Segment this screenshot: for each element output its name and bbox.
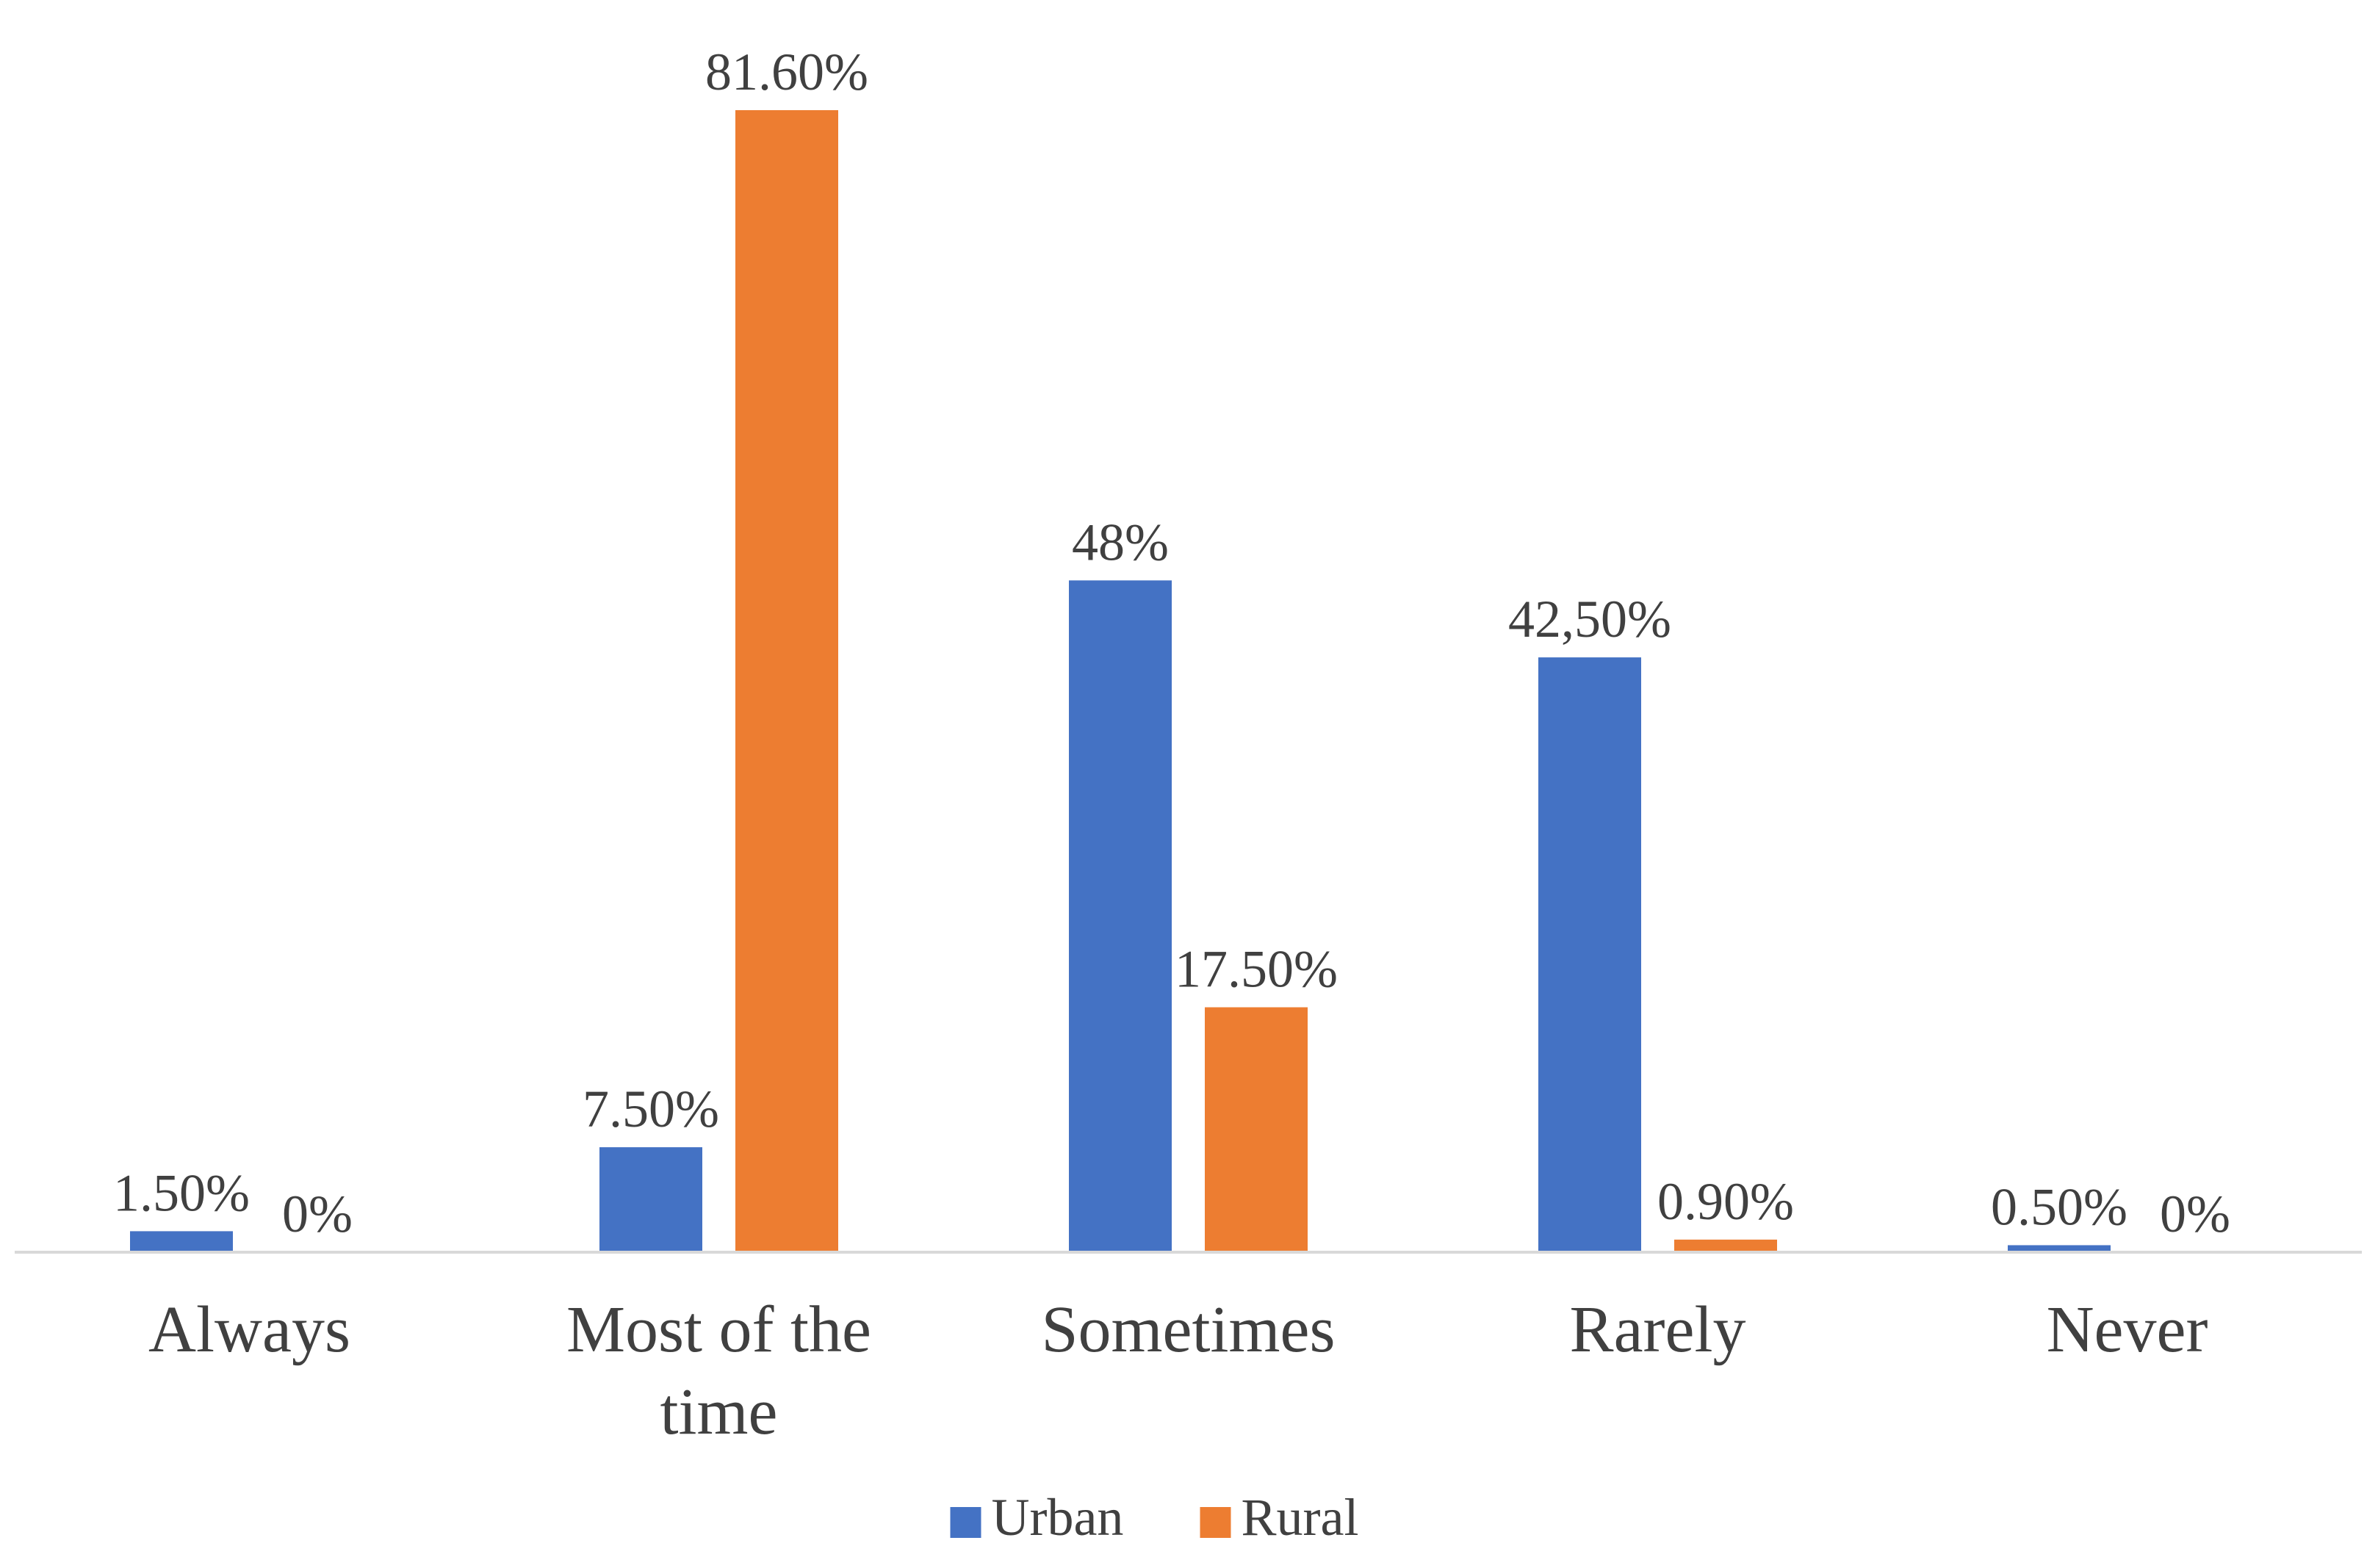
bar-urban-2 [1069, 580, 1172, 1252]
category-label-2-0: Sometimes [1042, 1293, 1336, 1366]
value-label-rural-4: 0% [2160, 1185, 2230, 1243]
category-labels-layer: Always Most of the time Sometimes Rarely Neve… [148, 1293, 2208, 1448]
value-label-rural-0: 0% [282, 1185, 353, 1243]
bar-urban-1 [599, 1147, 702, 1252]
value-label-urban-1: 7.50% [583, 1080, 719, 1138]
legend: Urban Rural [950, 1488, 1359, 1547]
category-label-4-0: Never [2047, 1293, 2208, 1366]
value-label-urban-3: 42,50% [1508, 590, 1671, 648]
legend-swatch-urban [950, 1507, 981, 1538]
value-label-rural-3: 0.90% [1657, 1172, 1794, 1231]
value-label-urban-4: 0.50% [1991, 1177, 2127, 1236]
category-label-1-0: Most of the [566, 1293, 871, 1366]
value-label-rural-1: 81.60% [705, 43, 868, 101]
bar-urban-4 [2008, 1245, 2111, 1252]
bar-urban-0 [130, 1231, 233, 1252]
bar-urban-3 [1538, 657, 1641, 1252]
legend-label-urban: Urban [992, 1488, 1124, 1547]
bars-layer [130, 110, 2111, 1252]
category-label-0-0: Always [148, 1293, 350, 1366]
bar-rural-1 [735, 110, 838, 1252]
value-label-urban-0: 1.50% [113, 1163, 250, 1222]
value-label-urban-2: 48% [1072, 513, 1169, 571]
legend-label-rural: Rural [1242, 1488, 1359, 1547]
category-label-1-1: time [660, 1376, 778, 1448]
bar-rural-3 [1674, 1239, 1777, 1252]
value-label-rural-2: 17.50% [1175, 940, 1338, 999]
legend-swatch-rural [1200, 1507, 1231, 1538]
bar-rural-2 [1205, 1007, 1308, 1252]
category-label-3-0: Rarely [1570, 1293, 1746, 1366]
value-labels-layer: 1.50% 0% 7.50% 81.60% 48% 17.50% 42,50% 0.90% 0.… [113, 43, 2230, 1243]
